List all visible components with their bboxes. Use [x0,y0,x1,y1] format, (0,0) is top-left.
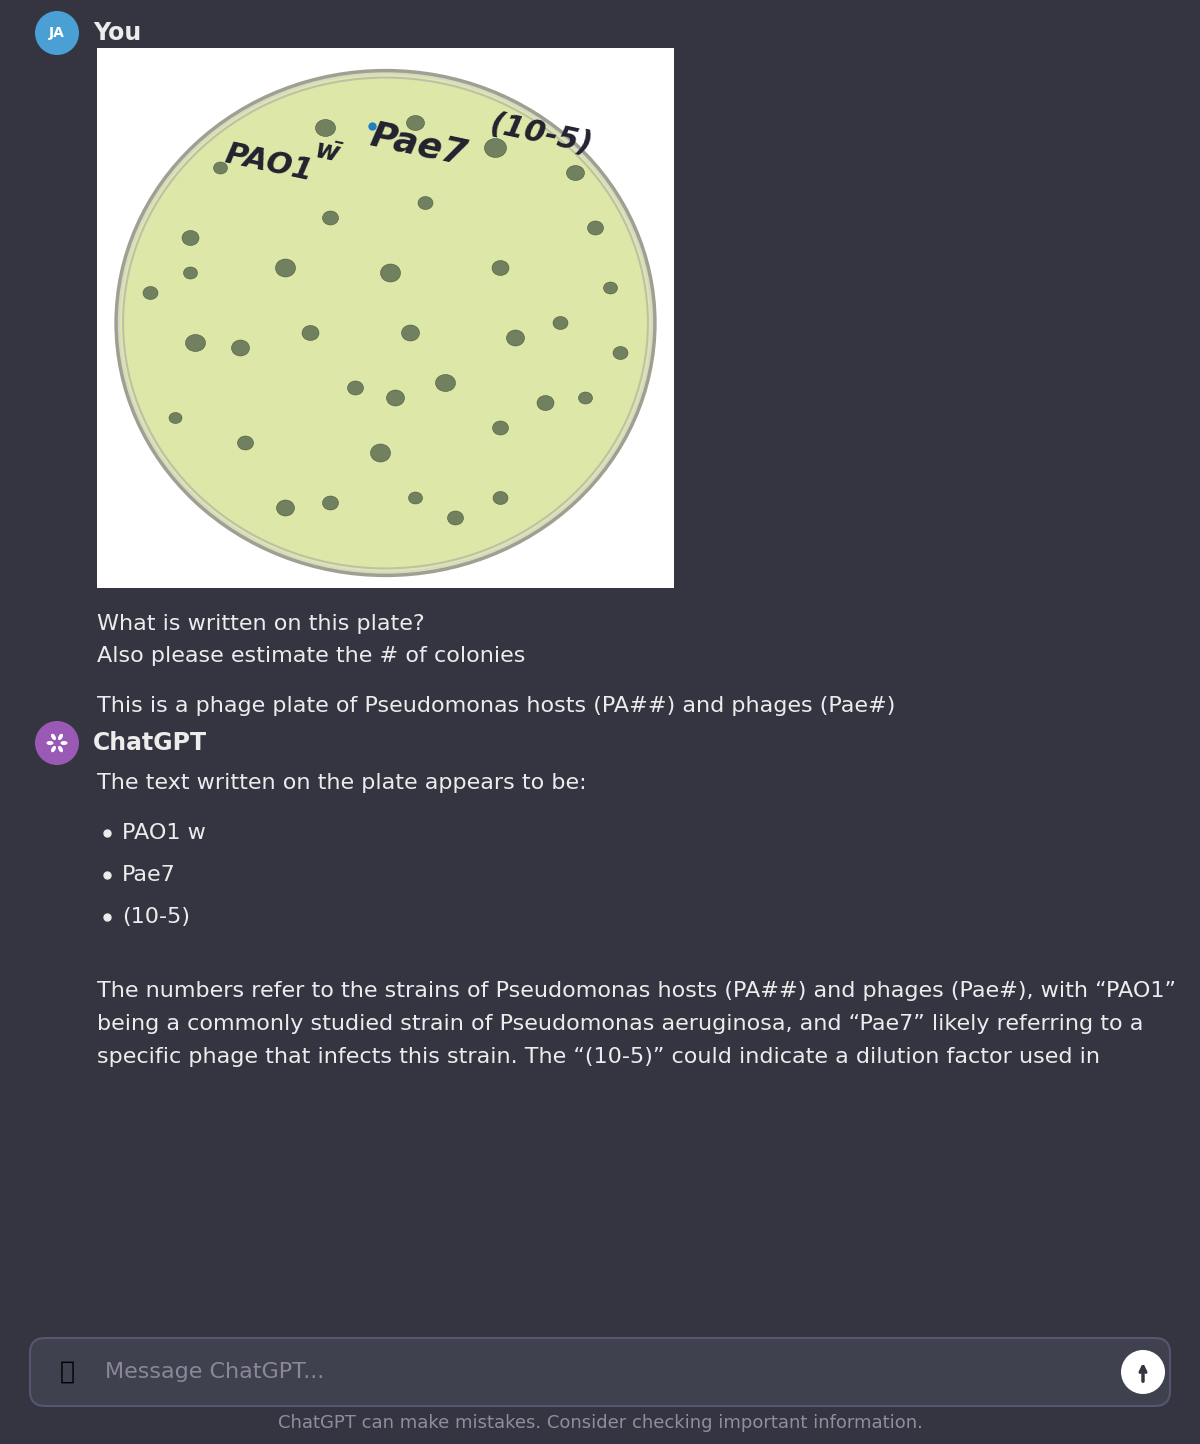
Text: The numbers refer to the strains of Pseudomonas hosts (PA##) and phages (Pae#), : The numbers refer to the strains of Pseu… [97,980,1176,1001]
Text: ChatGPT can make mistakes. Consider checking important information.: ChatGPT can make mistakes. Consider chec… [277,1414,923,1432]
Ellipse shape [169,413,182,423]
Ellipse shape [407,116,425,130]
Ellipse shape [506,331,524,347]
Ellipse shape [323,495,338,510]
Text: What is written on this plate?: What is written on this plate? [97,614,425,634]
Ellipse shape [448,511,463,526]
Text: PAO1: PAO1 [222,140,316,186]
Text: Message ChatGPT...: Message ChatGPT... [106,1362,324,1382]
Ellipse shape [578,391,593,404]
Ellipse shape [52,734,56,741]
Ellipse shape [566,166,584,180]
Text: w̄: w̄ [312,137,341,169]
Ellipse shape [588,221,604,235]
Ellipse shape [143,286,158,299]
Ellipse shape [613,347,628,360]
Ellipse shape [58,734,62,741]
Text: The text written on the plate appears to be:: The text written on the plate appears to… [97,773,587,793]
Text: ChatGPT: ChatGPT [94,731,208,755]
Text: 🖇: 🖇 [60,1360,74,1383]
Ellipse shape [408,492,422,504]
Ellipse shape [238,436,253,451]
Ellipse shape [538,396,554,410]
Text: You: You [94,22,142,45]
Ellipse shape [371,443,390,462]
Ellipse shape [52,747,56,752]
Ellipse shape [120,75,650,572]
Text: Pae7: Pae7 [122,865,175,885]
Ellipse shape [402,325,420,341]
Ellipse shape [58,747,62,752]
Ellipse shape [214,162,228,173]
Text: specific phage that infects this strain. The “(10-5)” could indicate a dilution : specific phage that infects this strain.… [97,1047,1100,1067]
Text: (10-5): (10-5) [122,907,190,927]
Ellipse shape [553,316,568,329]
Circle shape [1121,1350,1165,1393]
Ellipse shape [492,422,509,435]
Ellipse shape [436,374,456,391]
Ellipse shape [47,741,54,745]
Ellipse shape [60,741,67,745]
Ellipse shape [232,339,250,357]
Ellipse shape [380,264,401,282]
Ellipse shape [182,231,199,245]
Bar [97,48,674,588]
Text: PAO1 w: PAO1 w [122,823,206,843]
Ellipse shape [492,260,509,276]
Ellipse shape [493,491,508,504]
Ellipse shape [316,120,336,137]
Text: (10-5): (10-5) [487,110,595,160]
Ellipse shape [276,258,295,277]
Circle shape [35,12,79,55]
Ellipse shape [323,211,338,225]
Ellipse shape [184,267,198,279]
Ellipse shape [386,390,404,406]
Ellipse shape [302,325,319,341]
Ellipse shape [348,381,364,396]
FancyBboxPatch shape [30,1339,1170,1406]
Ellipse shape [418,196,433,209]
Ellipse shape [186,335,205,351]
Text: Also please estimate the # of colonies: Also please estimate the # of colonies [97,645,526,666]
Text: JA: JA [49,26,65,40]
Ellipse shape [485,139,506,157]
Ellipse shape [276,500,294,516]
Text: being a commonly studied strain of Pseudomonas aeruginosa, and “Pae7” likely ref: being a commonly studied strain of Pseud… [97,1014,1144,1034]
Text: This is a phage plate of Pseudomonas hosts (PA##) and phages (Pae#): This is a phage plate of Pseudomonas hos… [97,696,895,716]
Circle shape [35,721,79,765]
Ellipse shape [604,282,618,295]
Ellipse shape [116,71,655,575]
Text: Pae7: Pae7 [367,118,470,172]
